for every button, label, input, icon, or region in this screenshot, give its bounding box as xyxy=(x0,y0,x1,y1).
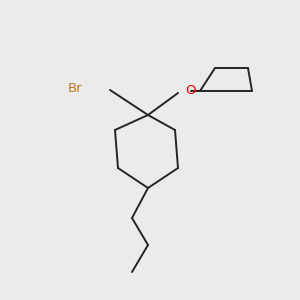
Text: O: O xyxy=(185,85,196,98)
Text: Br: Br xyxy=(68,82,82,94)
